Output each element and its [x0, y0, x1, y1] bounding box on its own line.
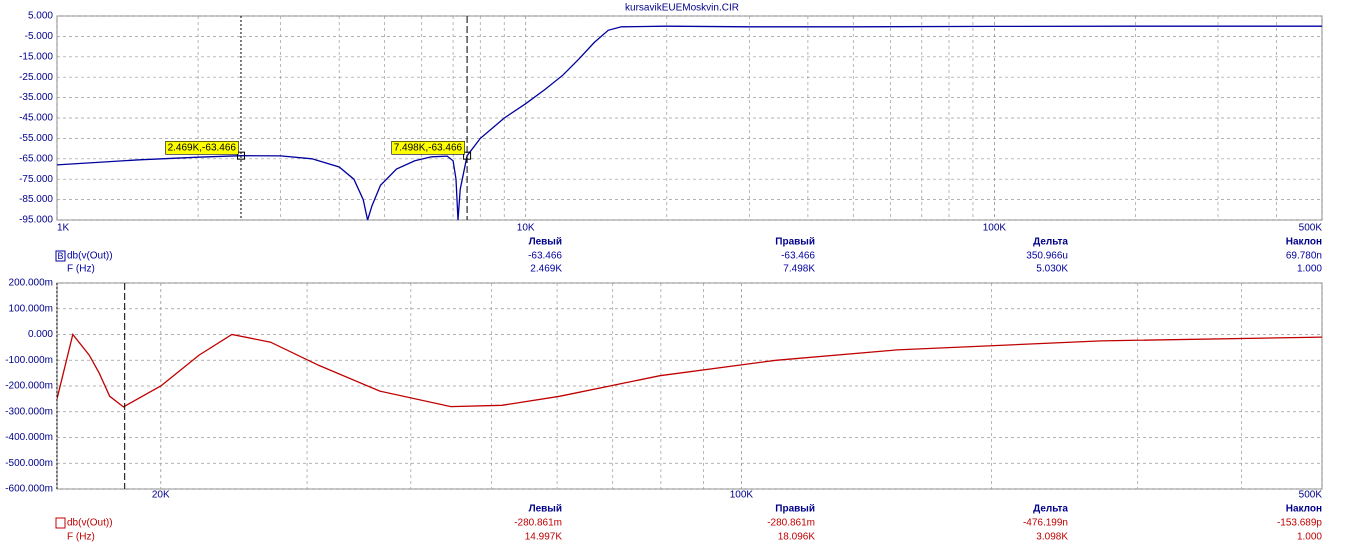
annotation-box [391, 141, 465, 155]
table-cell: -63.466 [528, 251, 562, 262]
table-cell: -280.861m [514, 518, 562, 529]
freq-label: F (Hz) [67, 264, 95, 275]
table-cell: 5.030K [1036, 264, 1068, 275]
table-cell: 1.000 [1297, 264, 1322, 275]
cursor-marker [236, 151, 245, 160]
table-header: Наклон [1286, 504, 1322, 515]
y-tick-label: -200.000m [5, 381, 53, 392]
table-cell: 14.997K [525, 532, 563, 543]
table-cell: 69.780n [1286, 251, 1322, 262]
table-cell: 18.096K [778, 532, 816, 543]
table-header: Левый [529, 237, 562, 248]
y-tick-label: -45.000 [19, 113, 53, 124]
x-tick-label: 1K [57, 223, 70, 234]
x-tick-label: 500K [1299, 223, 1323, 234]
table-cell: 3.098K [1036, 532, 1068, 543]
table-header: Правый [775, 237, 815, 248]
table-cell: -476.199n [1023, 518, 1068, 529]
table-cell: 7.498K [783, 264, 815, 275]
y-tick-label: -5.000 [25, 31, 54, 42]
table-cell: 2.469K [530, 264, 562, 275]
trace [57, 333, 1322, 408]
y-tick-label: 0.000 [28, 329, 53, 340]
y-tick-label: -300.000m [5, 406, 53, 417]
table-cell: 350.966u [1026, 251, 1068, 262]
y-tick-label: -85.000 [19, 194, 53, 205]
y-tick-label: 5.000 [28, 11, 53, 22]
table-header: Дельта [1033, 237, 1068, 248]
annotation-label: 2.469K,-63.466 [168, 142, 237, 153]
table-header: Левый [529, 504, 562, 515]
window-title: kursavikEUEMoskvin.CIR [625, 3, 739, 14]
table-header: Дельта [1033, 504, 1068, 515]
cursor-marker [463, 151, 472, 160]
y-tick-label: -15.000 [19, 51, 53, 62]
trace-icon [55, 250, 66, 262]
y-tick-label: -55.000 [19, 133, 53, 144]
table-cell: -280.861m [767, 518, 815, 529]
trace [57, 25, 1322, 220]
y-tick-label: -100.000m [5, 355, 53, 366]
x-tick-label: 100K [983, 223, 1007, 234]
y-tick-label: -500.000m [5, 458, 53, 469]
trace-icon [55, 517, 66, 529]
y-tick-label: -600.000m [5, 484, 53, 495]
table-cell: -153.689p [1277, 518, 1322, 529]
annotation-label: 7.498K,-63.466 [394, 142, 463, 153]
x-tick-label: 100K [730, 490, 754, 501]
annotation-box [165, 141, 239, 155]
y-tick-label: -25.000 [19, 72, 53, 83]
table-cell: -63.466 [781, 251, 815, 262]
table-cell: 1.000 [1297, 532, 1322, 543]
y-tick-label: -400.000m [5, 432, 53, 443]
y-tick-label: 200.000m [9, 278, 53, 289]
freq-label: F (Hz) [67, 532, 95, 543]
x-tick-label: 500K [1299, 490, 1323, 501]
y-tick-label: 100.000m [9, 303, 53, 314]
y-tick-label: -35.000 [19, 92, 53, 103]
trace-name: db(v(Out)) [67, 518, 113, 529]
trace-icon-letter: B [57, 251, 63, 261]
y-tick-label: -75.000 [19, 174, 53, 185]
table-header: Правый [775, 504, 815, 515]
x-tick-label: 10K [517, 223, 535, 234]
x-tick-label: 20K [152, 490, 170, 501]
table-header: Наклон [1286, 237, 1322, 248]
y-tick-label: -65.000 [19, 153, 53, 164]
y-tick-label: -95.000 [19, 215, 53, 226]
trace-name: db(v(Out)) [67, 251, 113, 262]
